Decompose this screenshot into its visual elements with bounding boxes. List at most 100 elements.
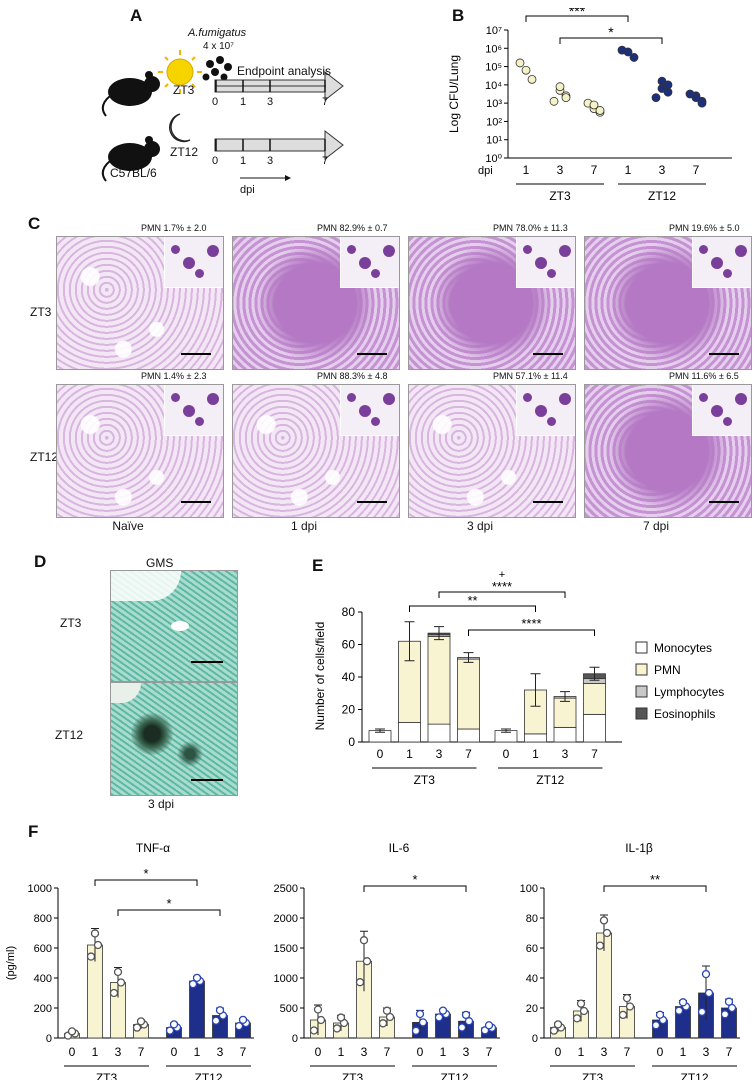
f-xtick-label: 0 (315, 1045, 322, 1059)
f-group-label: ZT12 (194, 1071, 222, 1080)
e-group-label: ZT3 (414, 773, 436, 787)
f-data-point (136, 1017, 146, 1026)
f-data-point (434, 1013, 444, 1022)
f-data-point (701, 969, 711, 979)
c-cell (523, 393, 532, 402)
b-data-point (515, 58, 525, 68)
c-inset-image (516, 237, 575, 288)
e-xtick-label: 7 (591, 747, 598, 761)
f-data-point (188, 979, 198, 989)
f-data-point (651, 1021, 661, 1030)
timeline-zt12 (214, 129, 344, 161)
f-data-point (362, 957, 372, 966)
c-cell (699, 393, 708, 402)
f-xtick-label: 1 (92, 1045, 99, 1059)
c-scale-bar (181, 501, 211, 503)
f-group-label: ZT12 (680, 1071, 708, 1080)
dpi-label-a: dpi (240, 184, 255, 196)
f-xtick-label: 0 (657, 1045, 664, 1059)
f-data-point (655, 1010, 665, 1019)
tick-a1: 0 (212, 96, 219, 108)
panel-label-c: C (28, 214, 41, 233)
c-cell (347, 393, 356, 402)
c-pmn-label: PMN 1.7% ± 2.0 (141, 223, 207, 233)
c-histology-image (56, 384, 224, 518)
b-data-point (549, 96, 559, 106)
f-data-point (169, 1020, 179, 1029)
b-xlabel: dpi (478, 165, 493, 177)
c-scale-bar (533, 353, 563, 355)
f-xtick-label: 3 (361, 1045, 368, 1059)
e-ytick-label: 40 (342, 670, 356, 684)
f-bar (189, 980, 205, 1039)
f-xtick-label: 1 (440, 1045, 447, 1059)
f-sig-label: * (166, 896, 171, 911)
e-bar-segment (457, 728, 480, 743)
f-data-point (622, 993, 632, 1003)
e-bar-segment (427, 723, 451, 743)
f-chart-title: TNF-α (136, 841, 170, 855)
b-data-point (697, 98, 707, 108)
c-cell (699, 245, 708, 254)
c-pmn-label: PMN 78.0% ± 11.3 (493, 223, 568, 233)
panel-label-a: A (130, 6, 143, 25)
f-chart-title: IL-1β (625, 841, 653, 855)
c-scale-bar (181, 353, 211, 355)
f-data-point (704, 988, 714, 998)
e-xtick-label: 0 (503, 747, 510, 761)
f-data-point (67, 1027, 77, 1036)
c-pmn-label: PMN 19.6% ± 5.0 (669, 223, 740, 233)
e-xtick-label: 0 (377, 747, 384, 761)
b-group-label: ZT12 (648, 189, 676, 203)
c-col-label: 1 dpi (290, 519, 318, 533)
panel-b-chart: 10⁰ 10¹ 10² 10³ 10⁴ 10⁵ 10⁶ 10⁷ Log CFU/Lung dpi 1… (447, 8, 732, 203)
f-ytick-label: 1500 (274, 943, 298, 955)
organism-label: A.fumigatus (188, 27, 247, 39)
f-xtick-label: 0 (171, 1045, 178, 1059)
f-data-point (602, 928, 612, 938)
b-sig-bracket (525, 15, 629, 22)
b-sig-bracket (559, 37, 663, 44)
e-legend-label: Eosinophils (654, 707, 715, 721)
f-data-point (359, 936, 369, 945)
b-xtick-label: 3 (659, 163, 666, 177)
e-error-bar (530, 673, 541, 707)
c-histology-image (408, 384, 576, 518)
c-pmn-label: PMN 88.3% ± 4.8 (317, 371, 388, 381)
f-data-point (572, 1014, 582, 1023)
e-sig-label: + (499, 569, 505, 581)
b-sig-label: * (608, 24, 614, 40)
f-ytick-label: 600 (34, 943, 52, 955)
f-data-point (579, 1006, 589, 1016)
c-scale-bar (709, 501, 739, 503)
f-data-point (457, 1023, 467, 1032)
e-legend-label: PMN (654, 663, 681, 677)
f-data-point (93, 940, 103, 950)
e-legend-label: Lymphocytes (654, 685, 724, 699)
f-xtick-label: 0 (69, 1045, 76, 1059)
sun-icon (158, 50, 202, 94)
f-data-point (86, 952, 96, 961)
c-cell (171, 393, 180, 402)
c-inset-image (340, 237, 399, 288)
f-data-point (192, 973, 202, 983)
f-chart-title: IL-6 (389, 841, 410, 855)
b-data-point (589, 100, 599, 110)
c-cell (207, 245, 219, 257)
e-bar-segment (398, 722, 421, 743)
f-data-point (109, 988, 119, 998)
c-row-label: ZT12 (30, 450, 59, 464)
strain-label: C57BL/6 (110, 166, 157, 180)
b-ytick-label: 10⁷ (486, 25, 502, 37)
f-xtick-label: 1 (680, 1045, 687, 1059)
e-legend-swatch (635, 707, 648, 720)
c-scale-bar (357, 501, 387, 503)
panel-label-b: B (452, 6, 465, 25)
e-sig-bracket (468, 629, 595, 636)
e-ytick-label: 20 (342, 703, 356, 717)
d-row-zt3: ZT3 (60, 616, 82, 630)
f-sig-label: * (412, 872, 417, 887)
d-row-zt12: ZT12 (55, 728, 84, 742)
c-cell (371, 417, 380, 426)
f-data-point (461, 1010, 471, 1020)
